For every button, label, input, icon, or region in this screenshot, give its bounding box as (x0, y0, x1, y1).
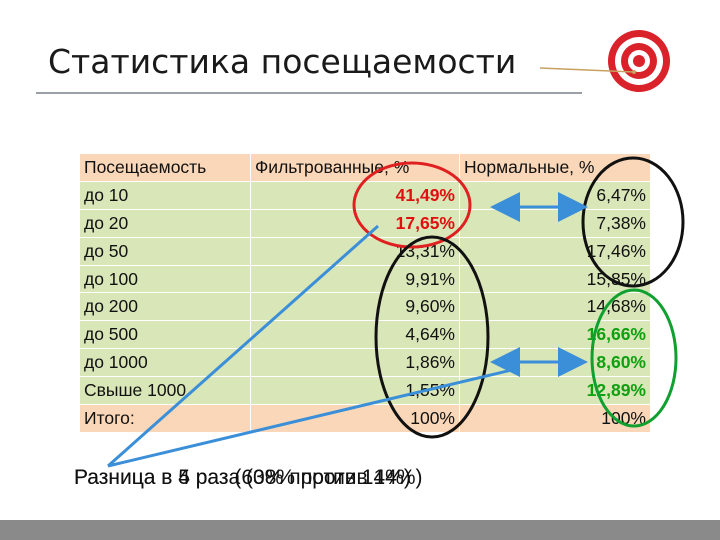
row-label: до 50 (80, 237, 251, 266)
slide-footer-bar (0, 520, 720, 540)
row-label: до 100 (80, 265, 251, 294)
normal-value: 15,85% (459, 265, 651, 294)
title-underline (36, 92, 582, 94)
normal-value: 17,46% (459, 237, 651, 266)
total-filtered: 100% (250, 404, 460, 433)
total-normal: 100% (459, 404, 651, 433)
filtered-value: 13,31% (250, 237, 460, 266)
row-label: до 500 (80, 320, 251, 350)
table-row: Свыше 1000 1,55% 12,89% (80, 376, 651, 406)
table-header-row: Посещаемость Фильтрованные, % Нормальные… (80, 154, 651, 182)
table-row: до 200 9,60% 14,68% (80, 292, 651, 322)
slide-title: Статистика посещаемости (48, 42, 517, 81)
row-label: до 200 (80, 292, 251, 322)
table-row: до 100 9,91% 15,85% (80, 265, 651, 294)
table-row: до 20 17,65% 7,38% (80, 209, 651, 238)
row-label: до 10 (80, 181, 251, 210)
table-row: до 50 13,31% 17,46% (80, 237, 651, 266)
normal-value: 12,89% (459, 376, 651, 406)
green-highlight-ellipse (590, 288, 678, 428)
filtered-value: 1,86% (250, 348, 460, 378)
table-total-row: Итого: 100% 100% (80, 404, 651, 433)
normal-value: 14,68% (459, 292, 651, 322)
attendance-table: Посещаемость Фильтрованные, % Нормальные… (80, 154, 651, 433)
pointer-line-right (107, 366, 521, 468)
red-highlight-ellipse (352, 161, 472, 249)
total-label: Итого: (80, 404, 251, 433)
header-attendance: Посещаемость (80, 154, 251, 182)
black-highlight-ellipse-left (374, 235, 490, 439)
header-normal: Нормальные, % (459, 154, 651, 182)
row-label: Свыше 1000 (80, 376, 251, 406)
header-filtered: Фильтрованные, % (250, 154, 460, 182)
filtered-value: 4,64% (250, 320, 460, 350)
black-highlight-ellipse-right (581, 156, 685, 288)
normal-value: 16,66% (459, 320, 651, 350)
filtered-value: 9,60% (250, 292, 460, 322)
table-row: до 1000 1,86% 8,60% (80, 348, 651, 378)
pointer-line-left (107, 224, 379, 468)
filtered-value: 9,91% (250, 265, 460, 294)
row-label: до 20 (80, 209, 251, 238)
caption-first: Разница в 5 раз (60% против 14%) (74, 466, 411, 489)
caption-second: Разница в 4 раза (38% против 14%) (74, 466, 423, 489)
target-icon (608, 30, 670, 92)
table-row: до 500 4,64% 16,66% (80, 320, 651, 350)
